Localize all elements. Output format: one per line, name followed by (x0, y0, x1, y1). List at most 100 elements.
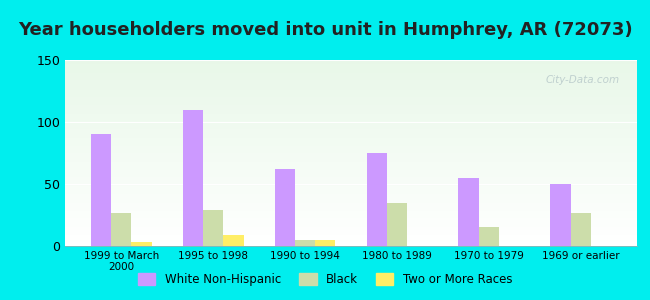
Bar (65, 146, 637, 147)
Bar (65, 79, 637, 80)
Bar (65, 82, 637, 84)
Bar (65, 119, 637, 122)
Bar (65, 205, 637, 207)
Bar (65, 160, 637, 162)
Bar (203, 210, 224, 246)
Bar (65, 238, 637, 240)
Bar (65, 110, 637, 112)
Bar (111, 212, 131, 246)
Bar (65, 181, 637, 183)
Bar (65, 66, 637, 68)
Bar (65, 157, 637, 159)
Bar (65, 118, 637, 119)
Text: Year householders moved into unit in Humphrey, AR (72073): Year householders moved into unit in Hum… (18, 21, 632, 39)
Text: City-Data.com: City-Data.com (546, 75, 620, 85)
Bar (65, 68, 637, 69)
Bar (458, 178, 478, 246)
Bar (571, 212, 591, 246)
Bar (65, 103, 637, 105)
Bar (65, 134, 637, 136)
Bar (65, 122, 637, 123)
Bar (65, 233, 637, 235)
Bar (65, 242, 637, 244)
Bar (315, 240, 335, 246)
Bar (65, 200, 637, 201)
Bar (65, 196, 637, 198)
Bar (65, 227, 637, 229)
Bar (65, 77, 637, 79)
Bar (65, 84, 637, 86)
Bar (65, 207, 637, 209)
Bar (551, 184, 571, 246)
Bar (65, 99, 637, 101)
Bar (65, 69, 637, 71)
Bar (65, 105, 637, 106)
Bar (65, 235, 637, 237)
Bar (65, 149, 637, 151)
Bar (65, 188, 637, 190)
Bar (65, 168, 637, 170)
Bar (65, 216, 637, 218)
Bar (65, 222, 637, 224)
Bar (65, 92, 637, 94)
Bar (65, 64, 637, 66)
Bar (91, 134, 111, 246)
Bar (65, 198, 637, 200)
Bar (131, 242, 151, 246)
Bar (65, 229, 637, 231)
Bar (65, 138, 637, 140)
Bar (65, 162, 637, 164)
Bar (65, 201, 637, 203)
Bar (65, 133, 637, 134)
Bar (65, 142, 637, 144)
Bar (65, 75, 637, 77)
Bar (65, 220, 637, 222)
Bar (65, 172, 637, 173)
Bar (65, 140, 637, 142)
Bar (478, 227, 499, 246)
Bar (65, 147, 637, 149)
Bar (65, 212, 637, 214)
Bar (295, 240, 315, 246)
Bar (65, 114, 637, 116)
Bar (65, 183, 637, 184)
Bar (65, 177, 637, 179)
Legend: White Non-Hispanic, Black, Two or More Races: White Non-Hispanic, Black, Two or More R… (133, 268, 517, 291)
Bar (65, 112, 637, 114)
Bar (65, 95, 637, 97)
Bar (65, 108, 637, 110)
Bar (65, 211, 637, 212)
Bar (65, 209, 637, 211)
Bar (65, 192, 637, 194)
Bar (65, 179, 637, 181)
Bar (65, 237, 637, 239)
Bar (65, 71, 637, 73)
Bar (65, 129, 637, 131)
Bar (65, 159, 637, 161)
Bar (65, 127, 637, 129)
Bar (65, 73, 637, 75)
Bar (65, 164, 637, 166)
Bar (65, 94, 637, 95)
Bar (65, 240, 637, 242)
Bar (65, 90, 637, 92)
Bar (65, 86, 637, 88)
Bar (65, 62, 637, 64)
Bar (65, 175, 637, 177)
Bar (65, 136, 637, 138)
Bar (65, 218, 637, 220)
Bar (65, 125, 637, 127)
Bar (65, 155, 637, 157)
Bar (65, 231, 637, 233)
Bar (65, 214, 637, 216)
Bar (65, 101, 637, 103)
Bar (65, 97, 637, 99)
Bar (387, 202, 407, 246)
Bar (65, 170, 637, 172)
Bar (65, 60, 637, 62)
Bar (65, 226, 637, 227)
Bar (65, 224, 637, 226)
Bar (65, 153, 637, 155)
Bar (65, 88, 637, 90)
Bar (367, 153, 387, 246)
